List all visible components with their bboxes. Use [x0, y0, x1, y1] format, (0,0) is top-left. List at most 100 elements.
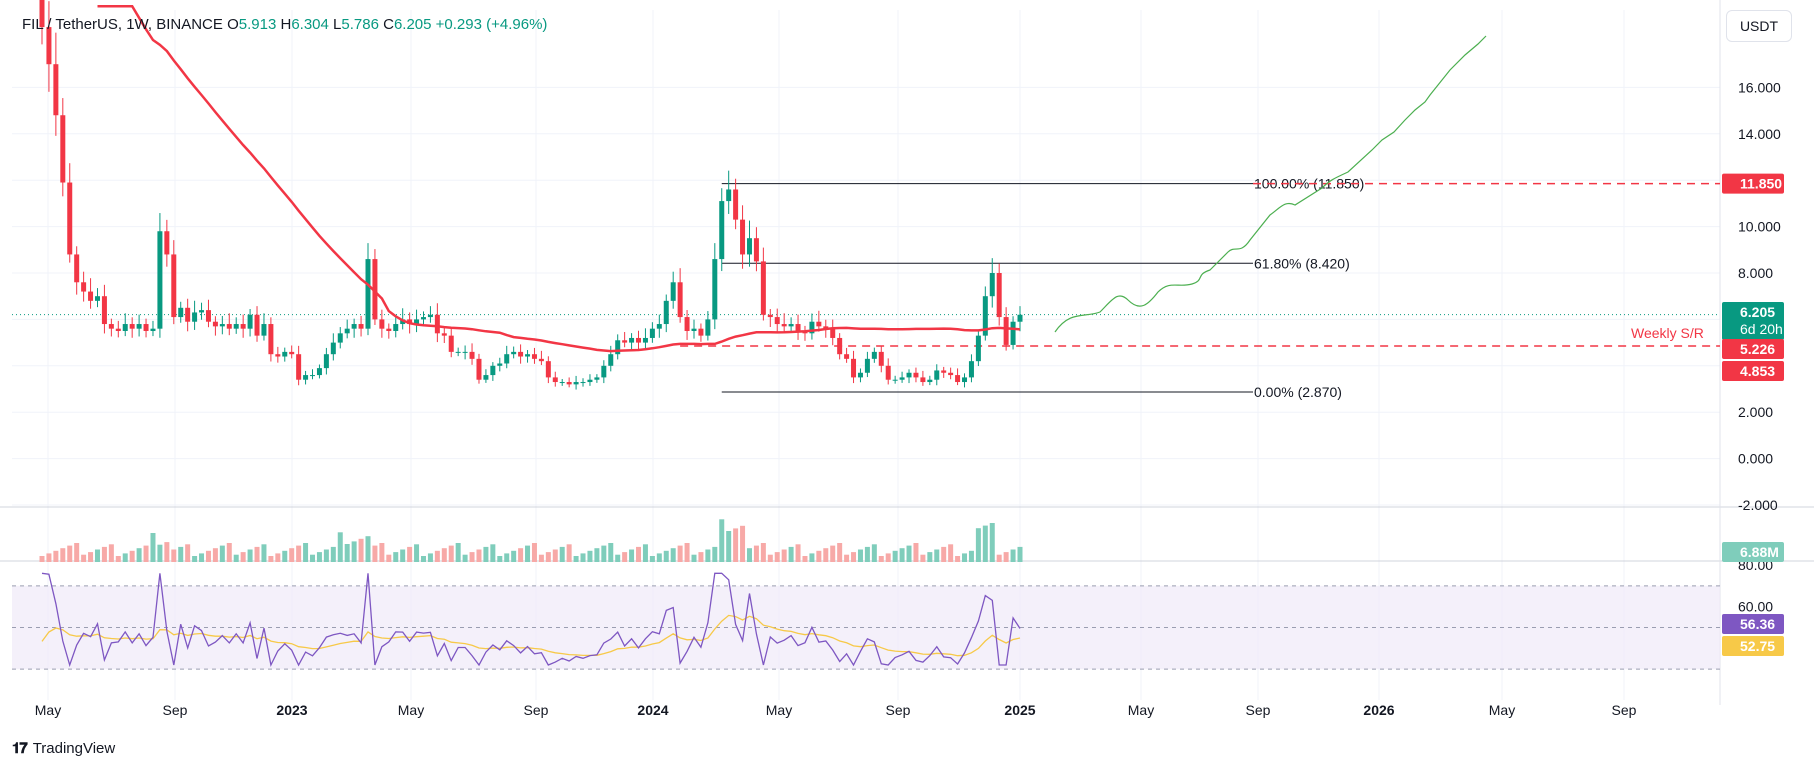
volume-bar: [636, 546, 642, 562]
sr-annotation: Weekly S/R: [1631, 325, 1704, 341]
candle-body: [622, 340, 628, 343]
volume-bar: [337, 532, 343, 562]
volume-bar: [615, 554, 621, 562]
volume-bar: [504, 553, 510, 562]
volume-bar: [857, 549, 863, 562]
candle-body: [296, 354, 302, 380]
volume-bar: [573, 556, 579, 562]
volume-bar: [476, 549, 482, 562]
volume-bar: [760, 543, 766, 562]
candle-body: [691, 328, 697, 331]
candle-body: [559, 382, 565, 384]
tradingview-logo-icon: 𝟏𝟕: [12, 740, 28, 757]
candle-body: [504, 354, 510, 364]
candle-body: [316, 368, 322, 376]
candle-body: [310, 375, 316, 377]
fib-label: 61.80% (8.420): [1254, 255, 1350, 271]
moving-average: [97, 4, 1021, 353]
candle-body: [906, 372, 912, 378]
volume-bar: [518, 548, 524, 562]
candle-body: [781, 324, 787, 327]
candle-body: [518, 351, 524, 357]
volume-bar: [920, 554, 926, 562]
candle-body: [989, 273, 995, 297]
candle-body: [261, 324, 267, 336]
candle-body: [698, 328, 704, 336]
candle-body: [74, 254, 80, 283]
candles: [39, 0, 1023, 390]
candle-body: [656, 324, 662, 329]
price-badge: 5.226: [1740, 341, 1775, 357]
volume-bar: [1017, 546, 1023, 562]
candle-body: [282, 351, 288, 357]
candle-body: [81, 282, 87, 292]
candle-body: [767, 314, 773, 318]
volume-bar: [795, 544, 801, 562]
volume-bar: [497, 556, 503, 562]
fibonacci-levels: 100.00% (11.850)61.80% (8.420)0.00% (2.8…: [12, 35, 1720, 400]
volume-bar: [816, 550, 822, 562]
volume-bar: [101, 546, 107, 562]
volume-bar: [705, 549, 711, 562]
volume-bar: [351, 541, 357, 562]
candle-body: [212, 321, 218, 327]
candle-body: [205, 310, 211, 322]
candle-body: [185, 307, 191, 322]
candle-body: [566, 382, 572, 385]
volume-badge-bg: [1722, 542, 1784, 562]
volume-bar: [219, 545, 225, 562]
currency-button[interactable]: USDT: [1726, 10, 1792, 42]
rsi-ma-badge: 52.75: [1740, 638, 1775, 654]
volume-bar: [962, 553, 968, 562]
volume-bar: [566, 544, 572, 562]
time-tick-label: May: [1128, 702, 1154, 718]
low-value: 5.786: [341, 16, 379, 33]
candle-body: [670, 282, 676, 301]
candle-body: [434, 314, 440, 334]
time-tick-label: Sep: [1246, 702, 1271, 718]
candle-body: [462, 351, 468, 353]
close-value: 6.205: [393, 16, 432, 33]
volume-bar: [864, 546, 870, 562]
volume-bar: [712, 546, 718, 562]
candle-body: [122, 324, 128, 331]
candle-body: [192, 312, 198, 322]
time-tick-label: 2025: [1004, 702, 1035, 718]
candle-body: [760, 261, 766, 315]
volume-bar: [525, 545, 531, 562]
volume-bar: [691, 554, 697, 562]
candle-body: [455, 351, 461, 353]
candle-body: [864, 358, 870, 373]
ma-line: [97, 4, 1021, 353]
tradingview-brand[interactable]: 𝟏𝟕 TradingView: [12, 740, 115, 757]
price-badge-sub: 6d 20h: [1740, 321, 1783, 337]
volume-bar: [740, 525, 746, 562]
volume-bar: [934, 549, 940, 562]
volume-bar: [955, 556, 961, 562]
candle-body: [830, 328, 836, 338]
volume-bar: [462, 554, 468, 562]
volume-bar: [282, 550, 288, 562]
candle-body: [545, 361, 551, 378]
rsi-band: [12, 585, 1720, 670]
candle-body: [844, 354, 850, 359]
volume-bars: 200M: [39, 519, 1773, 562]
price-badge: 11.850: [1740, 176, 1782, 192]
volume-bar: [871, 544, 877, 562]
volume-bar: [303, 543, 309, 562]
high-value: 6.304: [291, 16, 329, 33]
candle-body: [226, 324, 232, 329]
time-tick-label: 2026: [1363, 702, 1394, 718]
volume-bar: [108, 544, 114, 562]
candle-body: [157, 231, 163, 329]
volume-bar: [171, 549, 177, 562]
candle-body: [303, 375, 309, 380]
candle-body: [927, 379, 933, 383]
volume-bar: [129, 550, 135, 562]
candle-body: [101, 296, 107, 325]
volume-bar: [913, 543, 919, 562]
candle-body: [975, 335, 981, 362]
open-label: O: [227, 16, 239, 33]
